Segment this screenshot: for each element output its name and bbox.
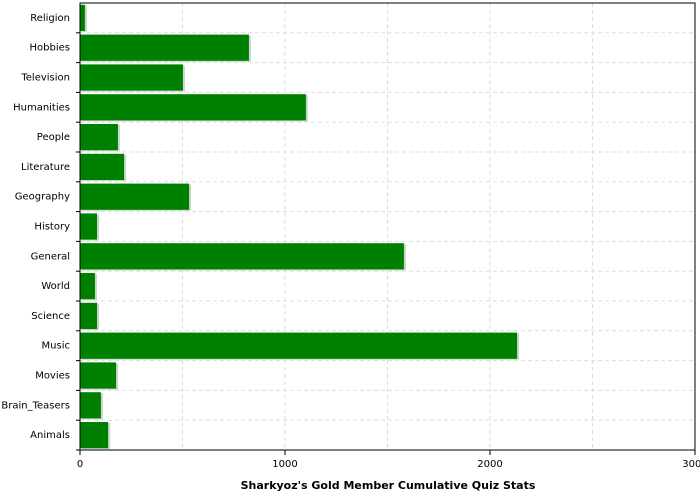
y-tick-label: Animals <box>30 430 70 441</box>
x-tick-label: 0 <box>77 459 83 470</box>
bar <box>80 34 249 61</box>
bar <box>80 392 101 419</box>
y-tick-label: General <box>31 251 70 262</box>
y-tick-label: Movies <box>35 371 70 382</box>
x-tick-label: 1000 <box>272 459 297 470</box>
bar <box>80 153 125 181</box>
y-tick-label: Geography <box>15 192 70 203</box>
bar <box>80 64 183 91</box>
y-tick-label: Humanities <box>13 102 70 113</box>
y-tick-label: Television <box>20 73 70 84</box>
bar <box>80 94 306 121</box>
y-tick-label: Brain_Teasers <box>1 400 70 411</box>
bar <box>80 243 404 270</box>
bar <box>80 123 118 151</box>
y-tick-label: Literature <box>21 162 70 173</box>
bar <box>80 421 109 449</box>
y-tick-label: Hobbies <box>30 43 70 54</box>
bar <box>80 213 98 240</box>
bar <box>80 332 518 359</box>
bar <box>80 183 190 210</box>
bar <box>80 362 117 389</box>
plot-frame <box>79 2 696 451</box>
y-tick-label: People <box>37 132 70 143</box>
y-tick-label: World <box>41 281 70 292</box>
y-tick-label: Science <box>31 311 70 322</box>
y-tick-label: Religion <box>30 13 70 24</box>
y-tick-label: History <box>34 222 70 233</box>
y-tick-label: Music <box>42 341 70 352</box>
bar <box>80 302 98 330</box>
bar <box>80 4 85 32</box>
x-tick-label: 3000 <box>682 459 700 470</box>
x-tick-label: 2000 <box>477 459 502 470</box>
x-axis-label: Sharkyoz's Gold Member Cumulative Quiz S… <box>241 479 536 492</box>
bar <box>80 272 95 300</box>
